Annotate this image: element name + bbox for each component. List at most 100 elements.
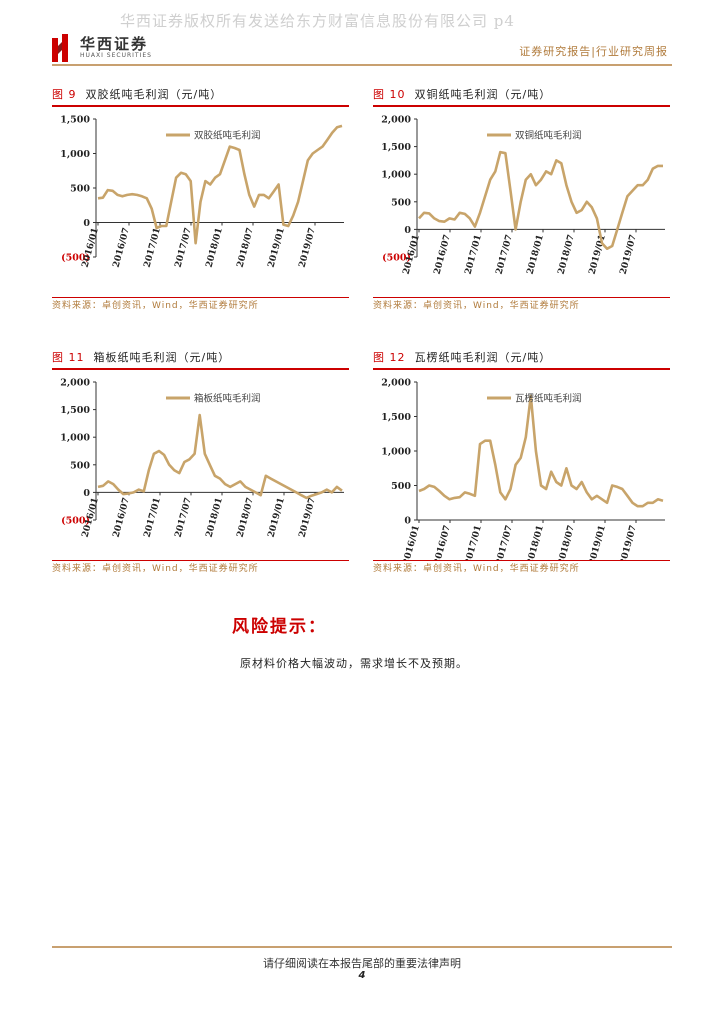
x-tick-label: 2018/07 (236, 497, 256, 539)
figure-12: 图 12 瓦楞纸吨毛利润（元/吨） 0 500 1,000 1,500 2,000 201… (373, 350, 670, 575)
figure-title: 图 11 箱板纸吨毛利润（元/吨） (52, 350, 349, 366)
y-tick-label: 500 (391, 197, 411, 208)
x-tick-label: 2017/01 (143, 227, 163, 269)
x-tick-label: 2016/01 (81, 227, 101, 269)
x-tick-label: 2019/07 (298, 497, 318, 539)
x-tick-label: 2018/01 (205, 497, 225, 539)
x-tick-label: 2019/01 (588, 524, 608, 560)
line-chart: (500) 0 500 1,000 1,500 2016/01 2016/07 2017/01… (60, 115, 344, 269)
watermark: 华西证券版权所有发送给东方财富信息股份有限公司 p4 (120, 12, 515, 30)
series-line (97, 124, 343, 245)
report-type: 证券研究报告|行业研究周报 (519, 45, 668, 58)
y-tick-label: 0 (83, 488, 90, 499)
y-tick-label: (500) (61, 253, 90, 264)
x-tick-label: 2017/07 (174, 497, 194, 539)
y-tick-label: (500) (382, 253, 411, 264)
x-tick-label: 2018/01 (205, 227, 225, 269)
figure-title: 图 9 双胶纸吨毛利润（元/吨） (52, 87, 349, 103)
y-tick-label: 1,500 (60, 115, 90, 126)
source-rule (373, 297, 670, 298)
figure-9: 图 9 双胶纸吨毛利润（元/吨） (500) 0 500 1,000 1,500 2016… (52, 87, 349, 312)
y-tick-label: (500) (61, 516, 90, 527)
figure-source: 资料来源：卓创资讯，Wind，华西证券研究所 (52, 301, 259, 311)
figure-source: 资料来源：卓创资讯，Wind，华西证券研究所 (373, 301, 580, 311)
x-tick-label: 2019/01 (588, 234, 608, 276)
series-line (97, 413, 343, 500)
footer-divider (52, 946, 672, 948)
figure-title: 图 12 瓦楞纸吨毛利润（元/吨） (373, 350, 670, 366)
x-tick-label: 2016/01 (402, 524, 422, 560)
y-tick-label: 1,000 (381, 447, 411, 458)
source-rule (52, 560, 349, 561)
risk-heading: 风险提示： (232, 617, 327, 637)
y-tick-label: 1,500 (60, 405, 90, 416)
y-tick-label: 2,000 (60, 378, 90, 389)
risk-text: 原材料价格大幅波动，需求增长不及预期。 (240, 657, 468, 670)
y-tick-label: 500 (391, 481, 411, 492)
legend-label: 瓦楞纸吨毛利润 (515, 393, 582, 405)
y-tick-label: 1,500 (381, 142, 411, 153)
x-tick-label: 2017/07 (495, 524, 515, 560)
figure-label: 图 11 (52, 351, 85, 364)
x-tick-label: 2016/07 (112, 497, 132, 539)
legend-label: 箱板纸吨毛利润 (194, 393, 261, 405)
figure-label: 图 12 (373, 351, 406, 364)
y-tick-label: 2,000 (381, 115, 411, 126)
y-tick-label: 0 (83, 218, 90, 229)
figure-source: 资料来源：卓创资讯，Wind，华西证券研究所 (52, 564, 259, 574)
y-tick-label: 0 (404, 516, 411, 527)
header-divider (52, 64, 672, 66)
y-tick-label: 1,500 (381, 412, 411, 423)
logo-subtext: HUAXI SECURITIES (80, 52, 152, 59)
x-tick-label: 2018/01 (526, 524, 546, 560)
x-tick-label: 2018/07 (236, 227, 256, 269)
figure-source: 资料来源：卓创资讯，Wind，华西证券研究所 (373, 564, 580, 574)
legend-label: 双胶纸吨毛利润 (194, 130, 261, 142)
x-tick-label: 2018/07 (557, 524, 577, 560)
huaxi-logo (52, 34, 68, 62)
logo-text: 华西证券 (80, 35, 149, 53)
series-line (418, 394, 664, 508)
x-tick-label: 2016/07 (433, 234, 453, 276)
x-tick-label: 2018/07 (557, 234, 577, 276)
figure-caption: 双胶纸吨毛利润（元/吨） (85, 88, 223, 101)
x-tick-label: 2017/01 (143, 497, 163, 539)
figure-caption: 瓦楞纸吨毛利润（元/吨） (414, 351, 552, 364)
figure-caption: 箱板纸吨毛利润（元/吨） (93, 351, 231, 364)
figure-caption: 双铜纸吨毛利润（元/吨） (414, 88, 552, 101)
x-tick-label: 2017/01 (464, 234, 484, 276)
figure-title-rule (52, 368, 349, 370)
line-chart: 0 500 1,000 1,500 2,000 2016/01 2016/07 2017/01… (381, 378, 665, 560)
x-tick-label: 2019/01 (267, 497, 287, 539)
figure-label: 图 10 (373, 88, 406, 101)
x-tick-label: 2019/07 (619, 524, 639, 560)
figure-title-rule (373, 368, 670, 370)
source-rule (52, 297, 349, 298)
y-tick-label: 0 (404, 225, 411, 236)
figure-label: 图 9 (52, 88, 77, 101)
y-tick-label: 500 (70, 460, 90, 471)
figure-10: 图 10 双铜纸吨毛利润（元/吨） (500) 0 500 1,000 1,500 2,0… (373, 87, 670, 312)
x-tick-label: 2017/07 (174, 227, 194, 269)
legal-notice: 请仔细阅读在本报告尾部的重要法律声明 (263, 957, 461, 970)
x-tick-label: 2019/07 (619, 234, 639, 276)
x-tick-label: 2017/07 (495, 234, 515, 276)
y-tick-label: 1,000 (60, 433, 90, 444)
series-line (418, 150, 663, 250)
y-tick-label: 2,000 (381, 378, 411, 389)
x-tick-label: 2017/01 (464, 524, 484, 560)
source-rule (373, 560, 670, 561)
x-tick-label: 2016/07 (112, 227, 132, 269)
page-number: 4 (358, 970, 366, 981)
figure-title: 图 10 双铜纸吨毛利润（元/吨） (373, 87, 670, 103)
figure-title-rule (52, 105, 349, 107)
x-tick-label: 2016/07 (433, 524, 453, 560)
y-tick-label: 500 (70, 184, 90, 195)
y-tick-label: 1,000 (381, 170, 411, 181)
x-tick-label: 2019/07 (298, 227, 318, 269)
x-tick-label: 2019/01 (267, 227, 287, 269)
legend-label: 双铜纸吨毛利润 (515, 130, 582, 142)
y-tick-label: 1,000 (60, 149, 90, 160)
